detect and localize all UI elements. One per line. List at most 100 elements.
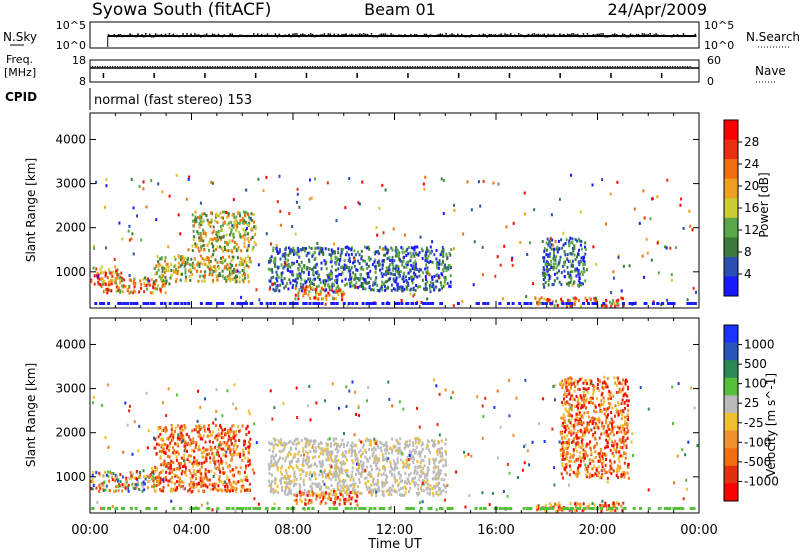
velocity-cell (295, 447, 297, 451)
nave-point (684, 66, 686, 68)
velocity-cell (598, 436, 601, 440)
power-cell (340, 272, 343, 276)
power-cell (243, 245, 246, 249)
power-cell (544, 281, 547, 284)
power-cell (374, 278, 377, 282)
velocity-cell (283, 444, 286, 448)
velocity-cell (372, 480, 374, 484)
power-cell (191, 272, 194, 276)
noise-point (649, 33, 651, 35)
power-cell (344, 267, 346, 271)
power-cell (564, 241, 567, 245)
power-colorbar-tick-label: 24 (744, 157, 759, 171)
power-cell (587, 302, 590, 305)
power-cell (425, 253, 428, 257)
power-cell (208, 273, 211, 277)
power-cell (181, 261, 184, 265)
velocity-cell (286, 481, 289, 485)
velocity-cell (345, 484, 348, 488)
power-cell (594, 296, 597, 300)
power-cell (240, 261, 243, 264)
nave-point (377, 66, 379, 68)
velocity-cell (182, 428, 185, 432)
velocity-cell (310, 439, 312, 443)
power-cell (412, 288, 415, 292)
velocity-cell (440, 439, 443, 443)
power-cell (119, 289, 122, 293)
power-cell (561, 246, 564, 250)
power-cell (289, 251, 292, 255)
power-cell (194, 242, 197, 246)
velocity-cell (162, 463, 165, 467)
velocity-cell (106, 470, 109, 474)
nave-point (254, 66, 256, 68)
power-cell (620, 289, 623, 293)
power-cell (204, 232, 207, 236)
velocity-cell (376, 481, 379, 484)
velocity-cell (383, 466, 386, 469)
velocity-cell (193, 456, 196, 460)
power-cell (444, 266, 447, 270)
velocity-cell (308, 459, 310, 463)
power-cell (242, 262, 245, 266)
power-cell (575, 274, 578, 278)
velocity-cell (249, 437, 252, 441)
nave-point (474, 66, 476, 68)
velocity-cell (390, 473, 393, 477)
velocity-cell (311, 493, 314, 497)
noise-point (113, 34, 116, 36)
velocity-cell (346, 468, 349, 472)
power-cell (566, 265, 569, 269)
power-cell (548, 263, 550, 266)
power-cell (196, 263, 199, 267)
nave-point (144, 66, 146, 68)
power-cell (358, 253, 361, 257)
velocity-cell (206, 448, 209, 452)
power-cell (104, 274, 107, 278)
nave-point (257, 66, 259, 68)
velocity-cell (233, 444, 235, 448)
power-cell (197, 246, 200, 250)
power-cell (169, 276, 172, 280)
velocity-cell (298, 483, 301, 486)
power-colorbar-segment (724, 178, 738, 199)
velocity-cell (241, 486, 244, 490)
velocity-cell (99, 482, 102, 486)
velocity-cell (309, 484, 312, 488)
velocity-cell (322, 463, 325, 467)
velocity-cell (414, 481, 417, 485)
velocity-cell (280, 443, 283, 447)
power-colorbar-tick-label: 16 (744, 201, 759, 215)
power-cell (656, 241, 659, 245)
power-cell (161, 266, 164, 270)
velocity-cell (349, 502, 352, 506)
velocity-cell (364, 439, 367, 443)
power-cell (319, 281, 322, 284)
power-cell (546, 267, 549, 271)
power-cell (277, 251, 280, 255)
power-cell (277, 275, 280, 279)
velocity-cell (217, 459, 220, 463)
velocity-cell (437, 449, 440, 453)
power-cell (316, 297, 319, 301)
velocity-cell (618, 426, 621, 430)
power-cell (399, 258, 401, 262)
noise-panel-frame (89, 21, 700, 49)
velocity-cell (184, 469, 187, 473)
nave-point (622, 66, 624, 68)
velocity-cell (166, 444, 169, 448)
velocity-cell (406, 477, 409, 481)
velocity-cell (365, 485, 368, 488)
power-cell (542, 259, 545, 263)
velocity-cell (222, 471, 225, 475)
power-cell (664, 245, 667, 249)
noise-point (327, 33, 330, 35)
velocity-cell (181, 469, 184, 473)
power-cell (304, 281, 307, 285)
velocity-cell (336, 481, 339, 485)
power-cell (130, 279, 132, 282)
power-cell (117, 288, 120, 292)
velocity-cell (325, 485, 328, 489)
velocity-cell (232, 430, 235, 434)
